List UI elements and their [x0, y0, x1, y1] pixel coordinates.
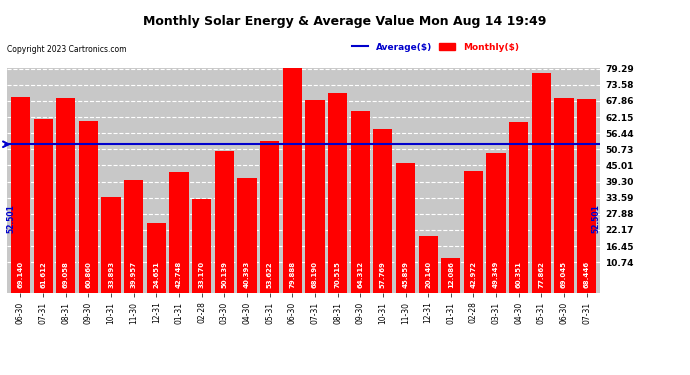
Text: 79.888: 79.888 — [289, 261, 295, 288]
Text: 39.957: 39.957 — [130, 261, 137, 288]
Bar — [486, 153, 506, 292]
Bar — [101, 197, 121, 292]
Text: 42.972: 42.972 — [471, 261, 477, 288]
Bar — [419, 236, 437, 292]
Text: Copyright 2023 Cartronics.com: Copyright 2023 Cartronics.com — [7, 45, 126, 54]
Text: 60.860: 60.860 — [86, 261, 92, 288]
Text: Monthly Solar Energy & Average Value Mon Aug 14 19:49: Monthly Solar Energy & Average Value Mon… — [144, 15, 546, 28]
Bar — [328, 93, 347, 292]
Legend: Average($), Monthly($): Average($), Monthly($) — [352, 43, 519, 52]
Bar — [464, 171, 483, 292]
Bar — [237, 178, 257, 292]
Bar — [396, 163, 415, 292]
Text: 40.393: 40.393 — [244, 261, 250, 288]
Bar — [305, 100, 324, 292]
Bar — [11, 97, 30, 292]
Bar — [124, 180, 144, 292]
Text: 52.501: 52.501 — [592, 204, 601, 233]
Text: 52.501: 52.501 — [6, 204, 15, 233]
Text: 49.349: 49.349 — [493, 261, 499, 288]
Bar — [215, 151, 234, 292]
Text: 33.170: 33.170 — [199, 261, 205, 288]
Bar — [532, 73, 551, 292]
Bar — [192, 199, 211, 292]
Bar — [555, 98, 573, 292]
Bar — [147, 223, 166, 292]
Bar — [170, 172, 188, 292]
Bar — [260, 141, 279, 292]
Bar — [441, 258, 460, 292]
Text: 68.190: 68.190 — [312, 261, 318, 288]
Text: 64.312: 64.312 — [357, 261, 363, 288]
Text: 33.893: 33.893 — [108, 261, 114, 288]
Text: 60.351: 60.351 — [515, 261, 522, 288]
Bar — [351, 111, 370, 292]
Bar — [56, 98, 75, 292]
Text: 69.045: 69.045 — [561, 261, 567, 288]
Text: 68.446: 68.446 — [584, 261, 590, 288]
Bar — [577, 99, 596, 292]
Text: 50.139: 50.139 — [221, 261, 227, 288]
Text: 61.612: 61.612 — [40, 261, 46, 288]
Bar — [34, 118, 52, 292]
Bar — [283, 67, 302, 292]
Text: 77.862: 77.862 — [538, 261, 544, 288]
Text: 42.748: 42.748 — [176, 261, 182, 288]
Text: 24.651: 24.651 — [153, 261, 159, 288]
Text: 69.058: 69.058 — [63, 261, 69, 288]
Bar — [509, 122, 529, 292]
Text: 70.515: 70.515 — [335, 261, 341, 288]
Text: 57.769: 57.769 — [380, 261, 386, 288]
Text: 45.859: 45.859 — [402, 261, 408, 288]
Bar — [373, 129, 393, 292]
Bar — [79, 121, 98, 292]
Text: 20.140: 20.140 — [425, 261, 431, 288]
Text: 12.086: 12.086 — [448, 261, 454, 288]
Text: 69.140: 69.140 — [17, 261, 23, 288]
Text: 53.622: 53.622 — [266, 262, 273, 288]
